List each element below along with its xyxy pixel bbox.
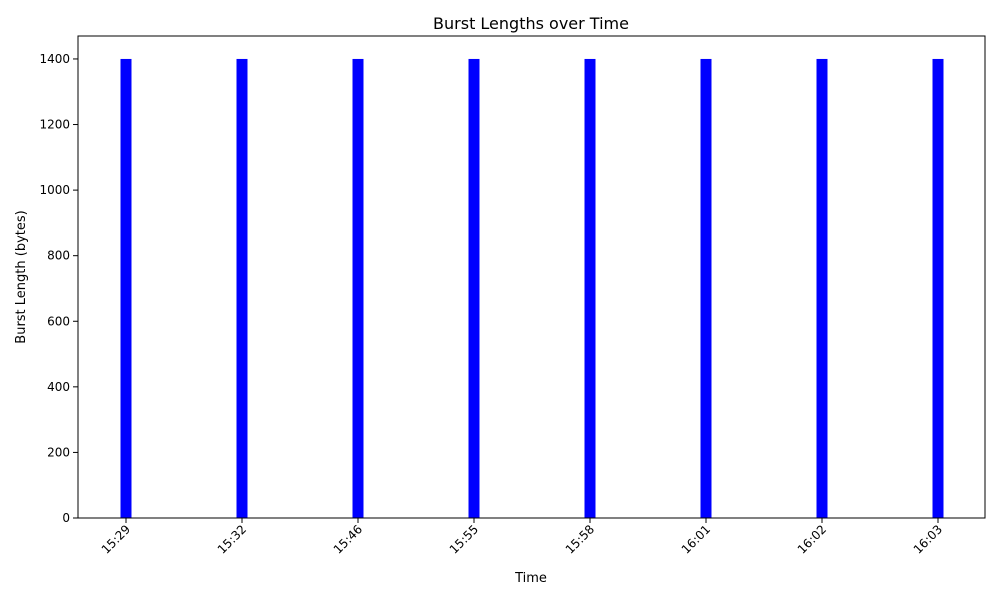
- x-tick-label: 15:32: [215, 522, 249, 556]
- y-tick-label: 1000: [39, 183, 70, 197]
- x-tick-label: 15:55: [447, 522, 481, 556]
- x-tick-label: 15:29: [99, 522, 133, 556]
- y-axis-label: Burst Length (bytes): [14, 210, 29, 343]
- y-tick-label: 1200: [39, 118, 70, 132]
- y-tick-label: 600: [47, 314, 70, 328]
- x-axis-label: Time: [514, 571, 547, 586]
- x-tick-label: 16:03: [911, 522, 945, 556]
- x-axis: 15:29 15:32 15:46 15:55 15:58 16:01 16:02 16:03: [99, 518, 945, 557]
- bar: [236, 58, 248, 518]
- y-tick-label: 0: [62, 511, 70, 525]
- bar: [584, 58, 596, 518]
- x-tick-label: 16:02: [795, 522, 829, 556]
- plot-frame: [77, 35, 986, 519]
- x-tick-label: 15:58: [563, 522, 597, 556]
- bar: [816, 58, 828, 518]
- bar: [700, 58, 712, 518]
- bar: [468, 58, 480, 518]
- bar: [120, 58, 132, 518]
- y-tick-label: 200: [47, 445, 70, 459]
- y-axis: 0 200 400 600 800 1000 1200 1400: [39, 52, 78, 525]
- chart-title: Burst Lengths over Time: [433, 14, 629, 33]
- bar: [352, 58, 364, 518]
- y-tick-label: 1400: [39, 52, 70, 66]
- y-tick-label: 400: [47, 380, 70, 394]
- x-tick-label: 16:01: [679, 522, 713, 556]
- x-tick-label: 15:46: [331, 522, 365, 556]
- bars-group: [120, 58, 944, 518]
- bar: [932, 58, 944, 518]
- y-tick-label: 800: [47, 249, 70, 263]
